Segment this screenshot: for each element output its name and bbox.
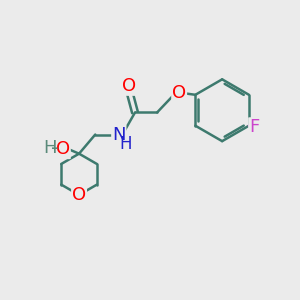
- Text: O: O: [122, 77, 136, 95]
- Text: -: -: [51, 138, 59, 158]
- Text: F: F: [249, 118, 259, 136]
- Text: N: N: [112, 125, 126, 143]
- Text: O: O: [172, 84, 186, 102]
- Text: O: O: [56, 140, 70, 158]
- Text: H: H: [119, 135, 131, 153]
- Text: O: O: [72, 186, 86, 204]
- Text: H: H: [44, 140, 57, 158]
